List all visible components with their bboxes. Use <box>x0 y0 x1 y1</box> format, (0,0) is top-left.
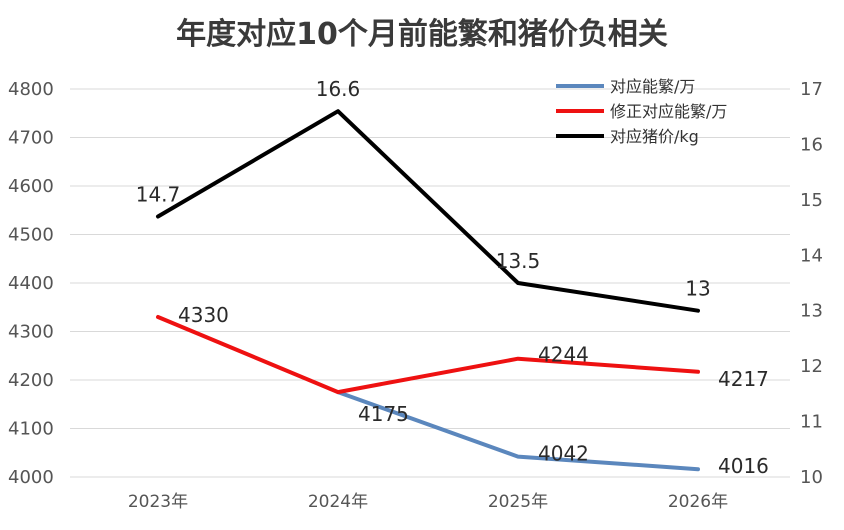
y-right-tick-label: 14 <box>800 245 823 266</box>
y-left-tick-label: 4000 <box>8 467 54 488</box>
chart-title: 年度对应10个月前能繁和猪价负相关 <box>176 17 668 52</box>
y-left-tick-label: 4400 <box>8 273 54 294</box>
data-label: 4217 <box>718 367 769 391</box>
gridlines <box>70 88 790 478</box>
y-right-tick-label: 11 <box>800 412 823 433</box>
y-left-tick-label: 4300 <box>8 322 54 343</box>
y-left-tick-label: 4700 <box>8 128 54 149</box>
data-labels: 4042 4016 4330 4175 4244 4217 14.7 16.6 13.5 13 <box>136 77 769 478</box>
legend-label: 对应能繁/万 <box>610 77 695 96</box>
y-right-tick-label: 13 <box>800 301 823 322</box>
x-tick-label: 2026年 <box>668 492 728 512</box>
y-left-tick-label: 4500 <box>8 225 54 246</box>
series-line <box>156 109 700 313</box>
data-label: 13.5 <box>496 249 541 273</box>
data-label: 4042 <box>538 442 589 466</box>
y-right-tick-label: 12 <box>800 356 823 377</box>
series-line <box>156 315 700 395</box>
x-tick-label: 2023年 <box>128 492 188 512</box>
left-y-axis: 4000 4100 4200 4300 4400 4500 4600 4700 4800 <box>8 79 54 488</box>
data-label: 4175 <box>358 402 409 426</box>
right-y-axis: 10 11 12 13 14 15 16 17 <box>800 79 823 488</box>
x-tick-label: 2024年 <box>308 492 368 512</box>
y-left-tick-label: 4100 <box>8 419 54 440</box>
x-tick-label: 2025年 <box>488 492 548 512</box>
x-axis: 2023年 2024年 2025年 2026年 <box>128 492 728 512</box>
data-label: 4330 <box>178 303 229 327</box>
y-right-tick-label: 15 <box>800 190 823 211</box>
y-right-tick-label: 17 <box>800 79 823 100</box>
legend-label: 对应猪价/kg <box>610 127 699 146</box>
data-label: 14.7 <box>136 182 181 206</box>
y-right-tick-label: 10 <box>800 467 823 488</box>
y-left-tick-label: 4600 <box>8 176 54 197</box>
data-label: 4244 <box>538 343 589 367</box>
y-right-tick-label: 16 <box>800 134 823 155</box>
data-label: 4016 <box>718 454 769 478</box>
data-label: 13 <box>685 277 710 301</box>
y-left-tick-label: 4800 <box>8 79 54 100</box>
data-label: 16.6 <box>316 77 361 101</box>
y-left-tick-label: 4200 <box>8 370 54 391</box>
series-lines <box>156 109 700 472</box>
series-line <box>336 390 700 472</box>
legend-label: 修正对应能繁/万 <box>610 102 727 121</box>
